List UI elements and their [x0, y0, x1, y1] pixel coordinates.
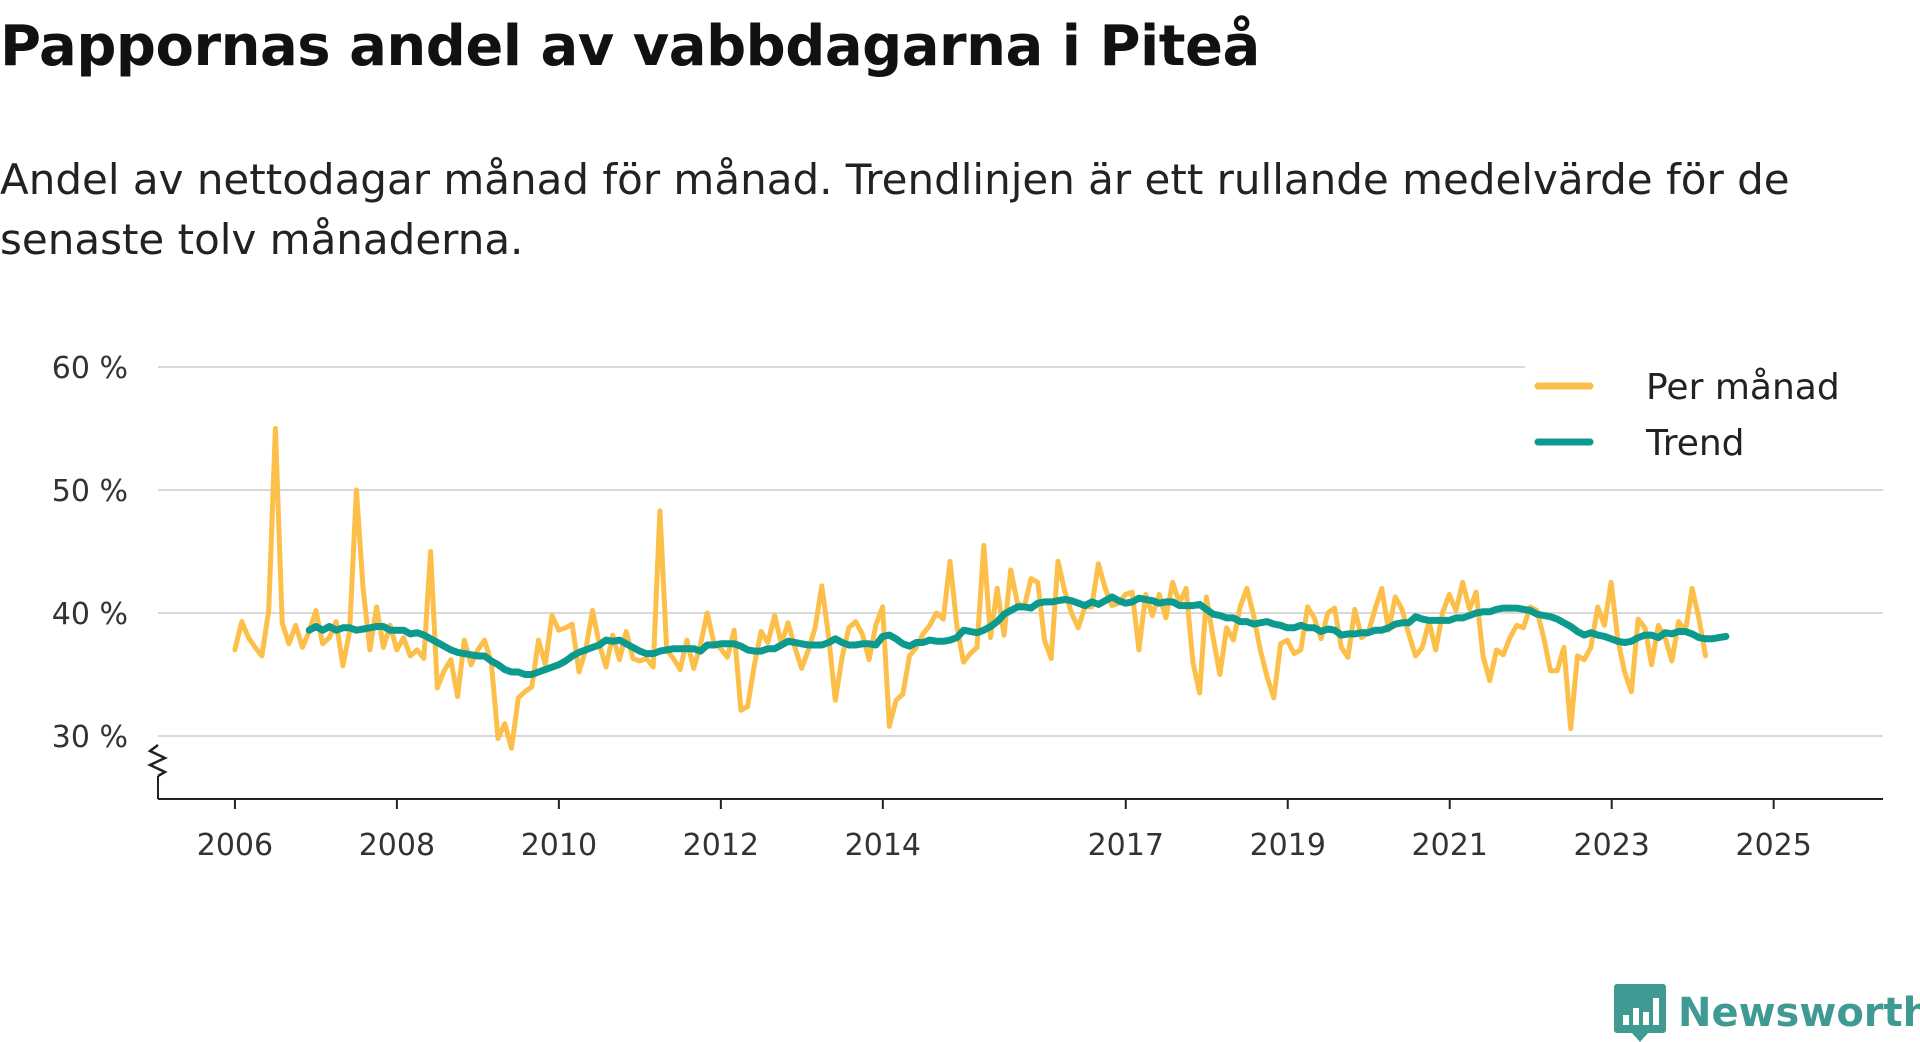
y-tick-label: 50 % [52, 474, 128, 509]
legend-background [1525, 360, 1885, 472]
y-tick-label: 40 % [52, 597, 128, 632]
y-tick-label: 30 % [52, 720, 128, 755]
x-tick-label: 2006 [197, 828, 273, 863]
x-tick-label: 2019 [1250, 828, 1326, 863]
series-line-per-manad [232, 426, 1709, 751]
legend: Per månad Trend [1525, 360, 1885, 472]
legend-label-trend: Trend [1645, 423, 1745, 464]
brand-logo: Newsworthy [1614, 984, 1920, 1042]
x-tick-label: 2008 [359, 828, 435, 863]
y-axis-tick-labels: 30 % 40 % 50 % 60 % [52, 351, 128, 755]
x-tick-label: 2014 [845, 828, 921, 863]
x-tick-label: 2012 [683, 828, 759, 863]
y-tick-label: 60 % [52, 351, 128, 386]
x-tick-label: 2010 [521, 828, 597, 863]
y-axis-break-icon [147, 744, 168, 778]
x-tick-label: 2021 [1412, 828, 1488, 863]
x-tick-label: 2023 [1574, 828, 1650, 863]
brand-name: Newsworthy [1678, 990, 1920, 1036]
x-axis-ticks: 2006 2008 2010 2012 2014 2017 2019 2021 2023 2025 [197, 799, 1812, 863]
x-tick-label: 2025 [1735, 828, 1811, 863]
legend-label-per-manad: Per månad [1646, 367, 1840, 408]
chart-subtitle: Andel av nettodagar månad för månad. Tre… [0, 155, 1790, 264]
chart-title: Pappornas andel av vabbdagarna i Piteå [0, 14, 1260, 79]
axes [147, 744, 1883, 800]
newsworthy-logo-icon [1614, 984, 1666, 1042]
series-line-trend [305, 593, 1730, 678]
x-tick-label: 2017 [1088, 828, 1164, 863]
